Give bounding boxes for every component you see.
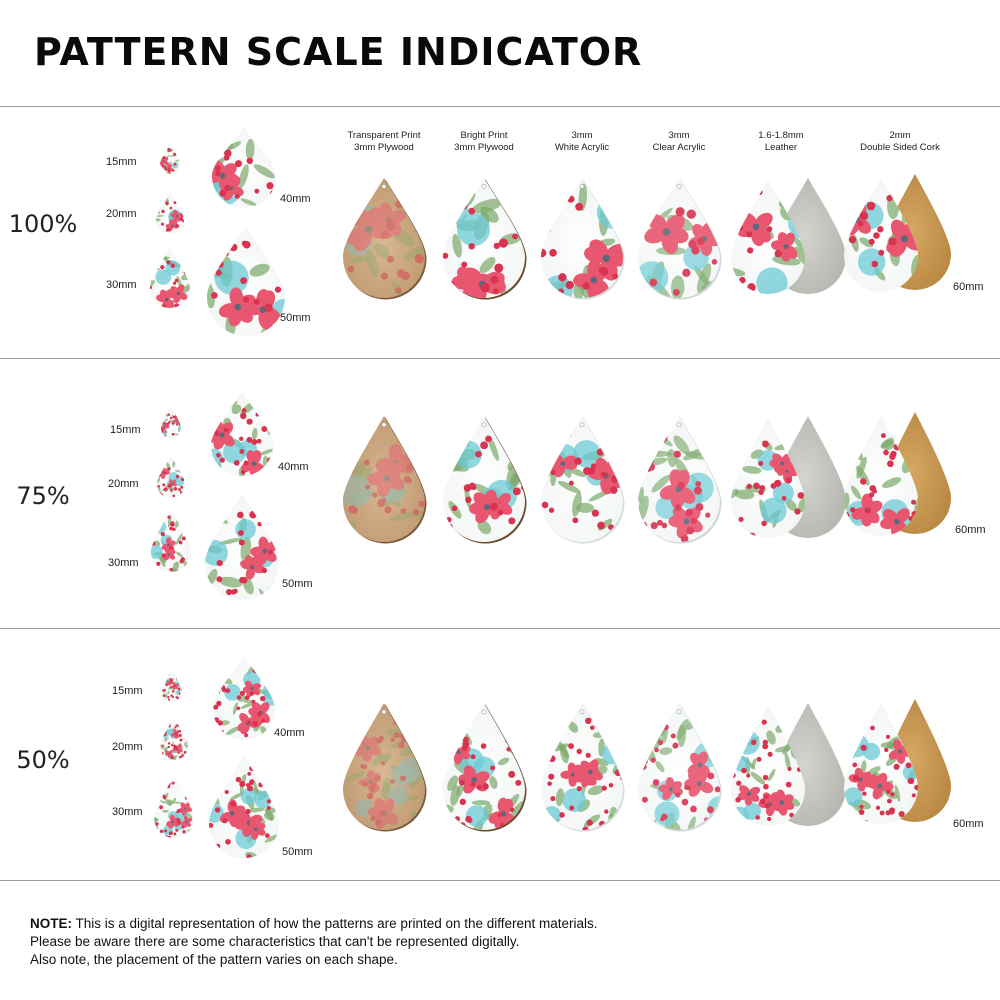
scale-label-50: 50% (16, 746, 70, 774)
note-block: NOTE: This is a digital representation o… (30, 915, 970, 969)
size-label-20mm: 20mm (106, 208, 137, 220)
scale-band-50: 50% 15mm 20mm 30mm 40mm 50mm 60mm (16, 685, 984, 858)
scale-band-75: 75% 15mm 20mm 30mm 40mm 50mm 60mm (16, 424, 986, 590)
size-label-15mm: 15mm (106, 156, 137, 168)
size-label-50mm: 50mm (282, 578, 313, 590)
size-label-50mm: 50mm (280, 312, 311, 324)
scale-band-100: 100% 15mm 20mm 30mm 40mm 50mm 60mm (0, 0, 1000, 358)
size-label-30mm: 30mm (108, 557, 139, 569)
size-label-20mm: 20mm (108, 478, 139, 490)
note-label: NOTE: (30, 916, 72, 931)
size-label-15mm: 15mm (112, 685, 143, 697)
size-label-40mm: 40mm (280, 193, 311, 205)
scale-label-100: 100% (8, 210, 78, 238)
note-line-1: This is a digital representation of how … (72, 916, 598, 931)
size-label-20mm: 20mm (112, 741, 143, 753)
material-header-clear-acrylic: 3mm Clear Acrylic (652, 130, 706, 153)
size-label-30mm: 30mm (106, 279, 137, 291)
divider-2 (0, 628, 1000, 629)
material-header-cork: 2mm Double Sided Cork (860, 130, 940, 153)
material-header-leather: 1.6-1.8mm Leather (758, 130, 804, 153)
size-label-40mm: 40mm (278, 461, 309, 473)
size-label-40mm: 40mm (274, 727, 305, 739)
divider-1 (0, 358, 1000, 359)
divider-top (0, 106, 1000, 107)
scale-label-75: 75% (16, 482, 70, 510)
material-header-transparent-plywood: Transparent Print 3mm Plywood (347, 130, 421, 153)
size-label-60mm: 60mm (953, 281, 984, 293)
size-label-50mm: 50mm (282, 846, 313, 858)
divider-bottom (0, 880, 1000, 881)
material-header-bright-plywood: Bright Print 3mm Plywood (454, 130, 514, 153)
page-title: PATTERN SCALE INDICATOR (34, 30, 643, 74)
size-label-30mm: 30mm (112, 806, 143, 818)
size-label-60mm: 60mm (955, 524, 986, 536)
material-header-white-acrylic: 3mm White Acrylic (554, 130, 610, 153)
size-label-60mm: 60mm (953, 818, 984, 830)
size-label-15mm: 15mm (110, 424, 141, 436)
note-line-2: Please be aware there are some character… (30, 934, 520, 949)
note-line-3: Also note, the placement of the pattern … (30, 952, 398, 967)
